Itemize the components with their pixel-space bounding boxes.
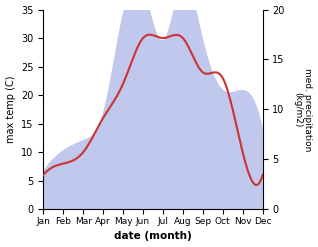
X-axis label: date (month): date (month)	[114, 231, 192, 242]
Y-axis label: med. precipitation
(kg/m2): med. precipitation (kg/m2)	[293, 68, 313, 151]
Y-axis label: max temp (C): max temp (C)	[5, 76, 16, 143]
